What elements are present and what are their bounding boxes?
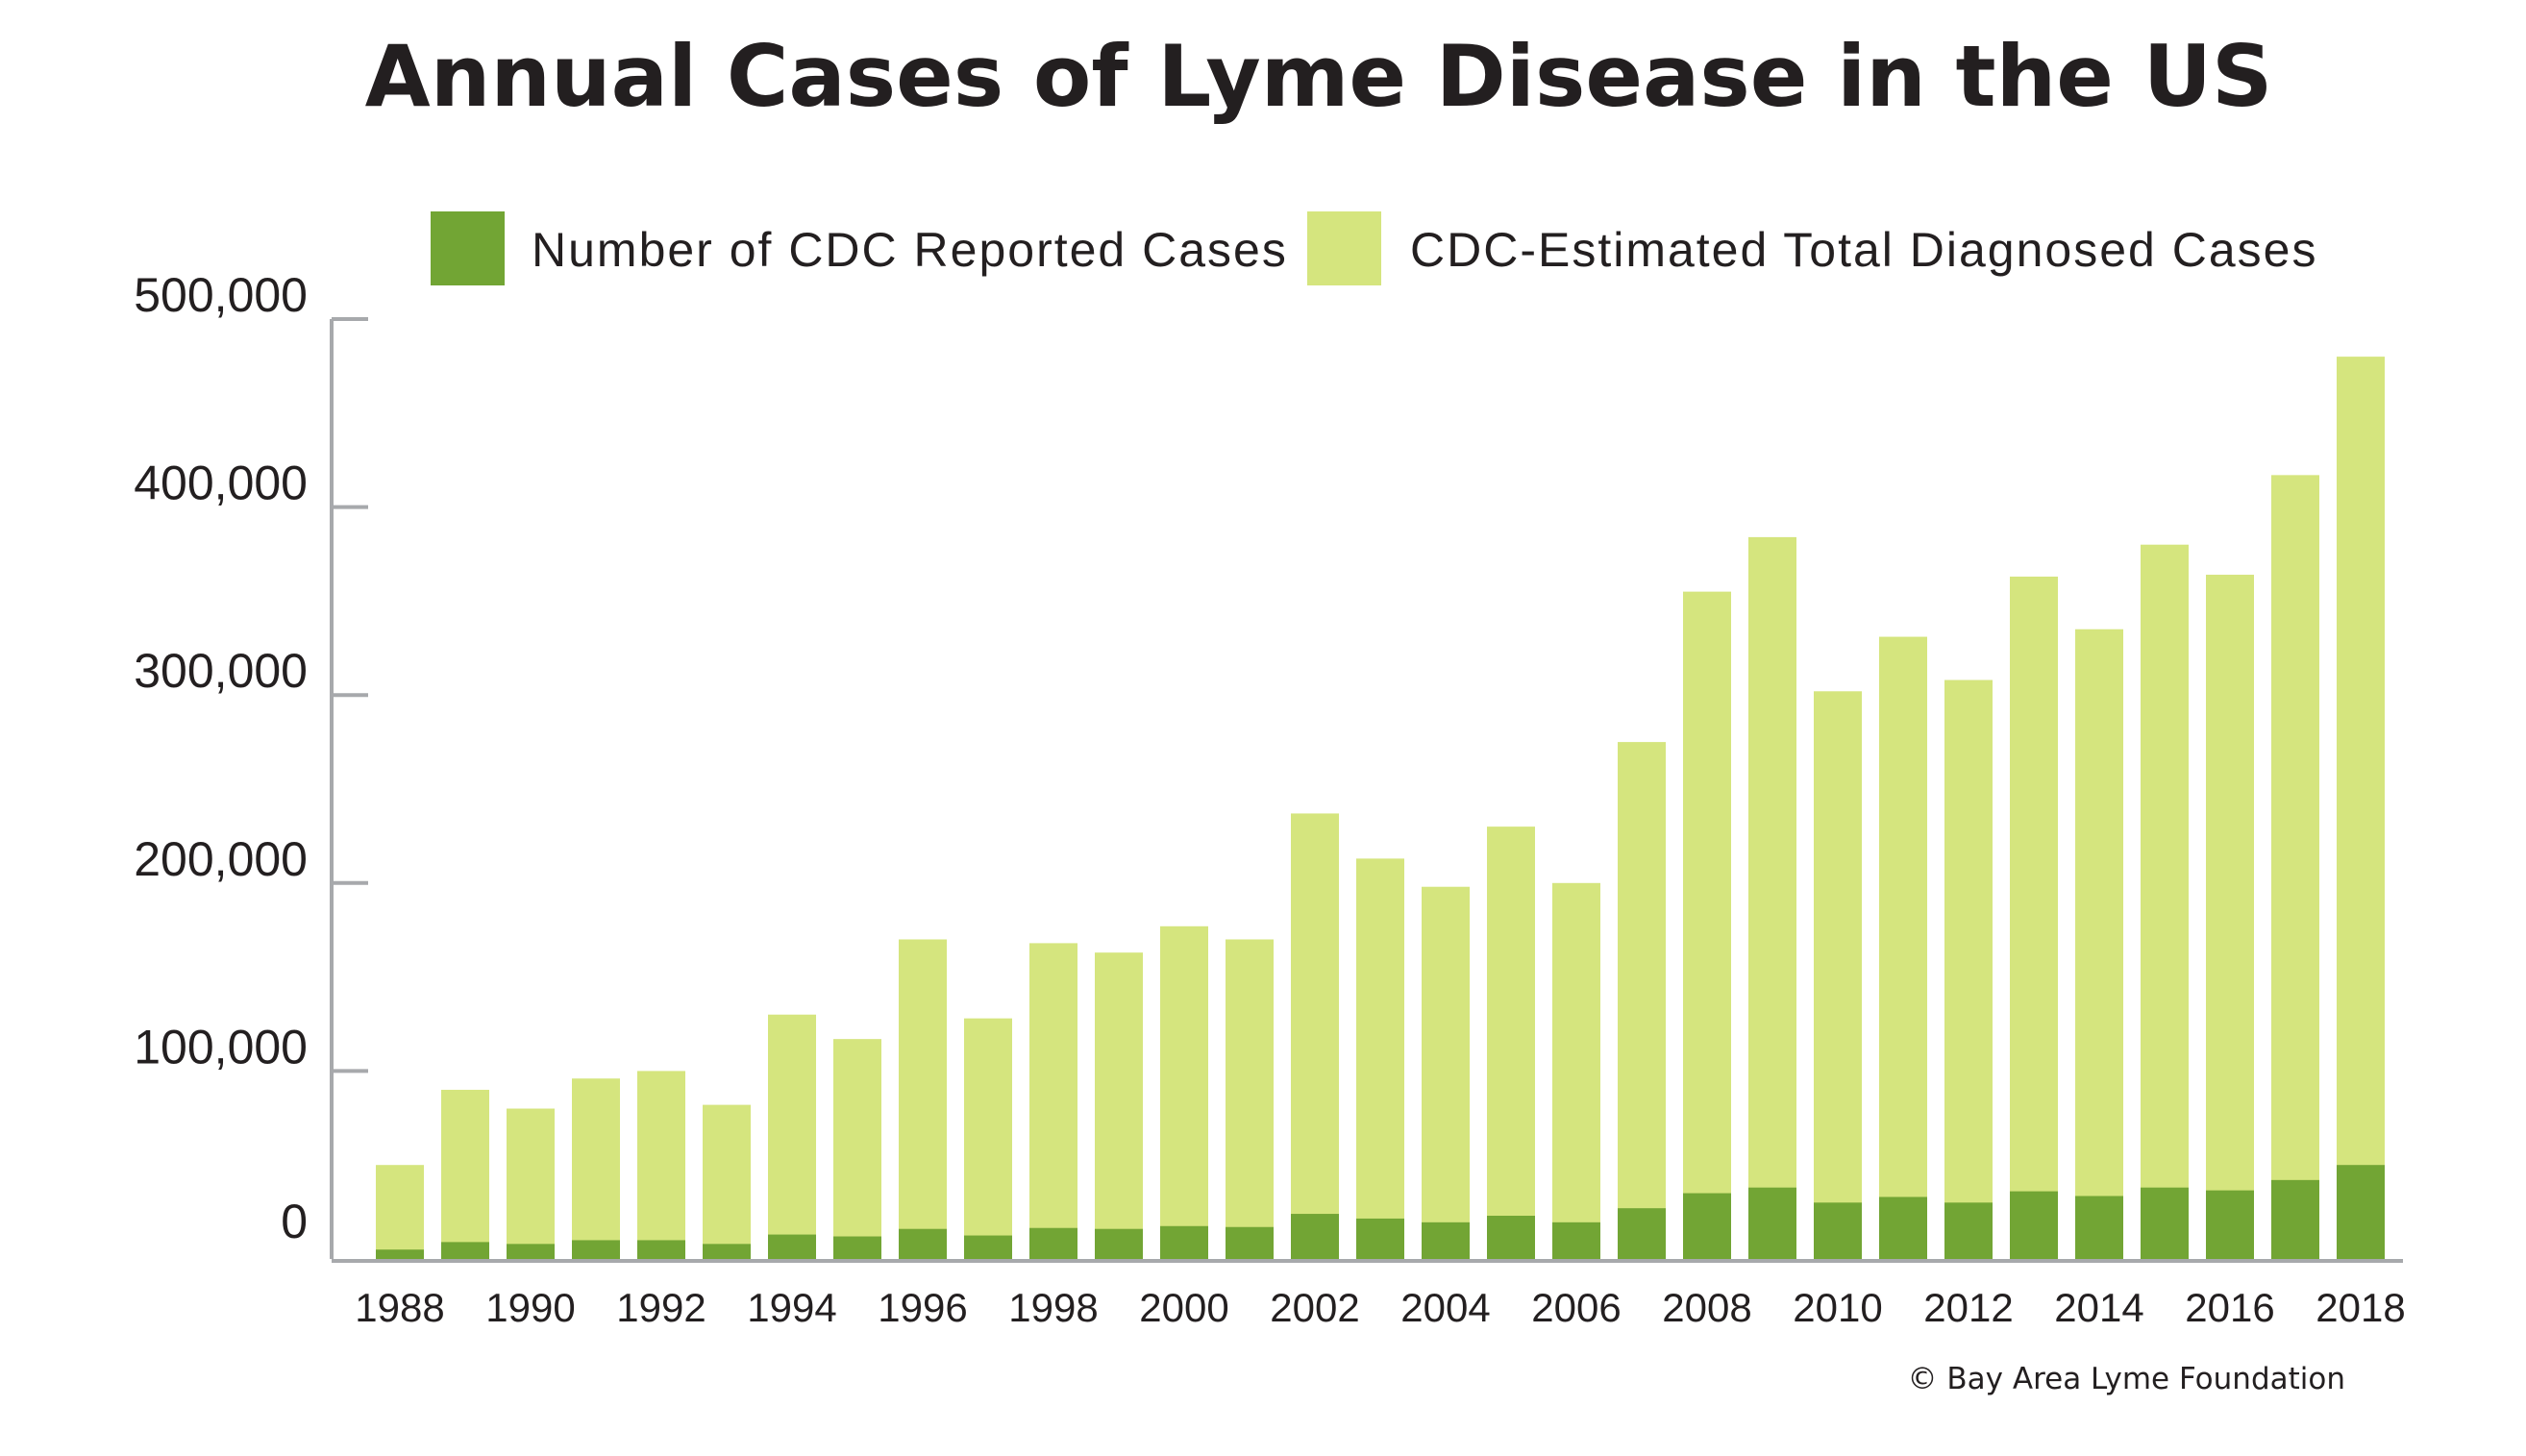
bar-reported-2006 <box>1552 1222 1600 1259</box>
bar-reported-2003 <box>1356 1218 1404 1259</box>
bar-estimated-1996 <box>899 939 947 1259</box>
y-tick-label: 0 <box>281 1195 308 1248</box>
x-tick-label: 2018 <box>2316 1285 2405 1330</box>
y-tick-label: 200,000 <box>134 832 308 886</box>
legend-swatch-reported <box>431 211 505 285</box>
bar-estimated-2013 <box>2010 576 2058 1259</box>
x-tick-label: 2006 <box>1531 1285 1621 1330</box>
bar-reported-2005 <box>1487 1216 1535 1259</box>
bar-reported-2015 <box>2141 1187 2189 1259</box>
x-tick-label: 1988 <box>355 1285 444 1330</box>
bar-estimated-2011 <box>1879 636 1927 1259</box>
bar-estimated-2005 <box>1487 827 1535 1259</box>
bar-reported-1988 <box>376 1249 424 1259</box>
x-tick-label: 2016 <box>2185 1285 2274 1330</box>
x-tick-label: 1994 <box>747 1285 836 1330</box>
bar-reported-2000 <box>1160 1225 1208 1259</box>
bar-estimated-2010 <box>1814 691 1862 1259</box>
bar-estimated-2001 <box>1226 939 1274 1259</box>
x-axis: 1988 1990 1992 1994 1996 1998 2000 2002 2004 2006… <box>332 1259 2406 1330</box>
bar-estimated-2016 <box>2206 575 2254 1259</box>
legend-swatch-estimated <box>1307 211 1381 285</box>
bar-estimated-1997 <box>964 1018 1012 1259</box>
bar-reported-1997 <box>964 1235 1012 1259</box>
bar-estimated-2017 <box>2271 475 2319 1259</box>
y-tick-label: 300,000 <box>134 644 308 698</box>
bar-reported-1993 <box>703 1244 751 1259</box>
bar-reported-2008 <box>1683 1193 1731 1259</box>
bars <box>376 357 2385 1259</box>
x-tick-label: 2012 <box>1923 1285 2013 1330</box>
bar-reported-2018 <box>2337 1165 2385 1259</box>
bar-estimated-1994 <box>768 1014 816 1259</box>
bar-estimated-1999 <box>1095 952 1143 1259</box>
bar-reported-2001 <box>1226 1226 1274 1259</box>
bar-reported-1990 <box>507 1244 555 1259</box>
x-tick-label: 2004 <box>1400 1285 1490 1330</box>
bar-estimated-2015 <box>2141 544 2189 1259</box>
x-tick-label: 1996 <box>878 1285 967 1330</box>
bar-estimated-1988 <box>376 1165 424 1259</box>
legend: Number of CDC Reported Cases CDC-Estimat… <box>431 211 2317 285</box>
bar-estimated-2000 <box>1160 925 1208 1259</box>
bar-reported-1996 <box>899 1228 947 1259</box>
bar-estimated-2008 <box>1683 591 1731 1259</box>
bar-estimated-1998 <box>1029 943 1077 1259</box>
bar-estimated-2003 <box>1356 858 1404 1259</box>
bar-reported-2007 <box>1618 1208 1666 1259</box>
x-tick-label: 2000 <box>1139 1285 1228 1330</box>
bar-estimated-1992 <box>637 1071 685 1259</box>
bar-reported-1989 <box>441 1242 489 1259</box>
x-tick-label: 1992 <box>616 1285 706 1330</box>
bar-reported-2013 <box>2010 1191 2058 1259</box>
bar-reported-2016 <box>2206 1190 2254 1259</box>
bar-reported-1992 <box>637 1240 685 1259</box>
bar-reported-1994 <box>768 1234 816 1259</box>
chart-title: Annual Cases of Lyme Disease in the US <box>365 27 2273 126</box>
bar-reported-2010 <box>1814 1202 1862 1259</box>
bar-reported-1998 <box>1029 1227 1077 1259</box>
bar-estimated-2006 <box>1552 882 1600 1259</box>
credit-text: © Bay Area Lyme Foundation <box>1908 1362 2345 1396</box>
y-axis: 0 100,000 200,000 300,000 400,000 500,000 <box>134 268 368 1259</box>
y-tick-label: 500,000 <box>134 268 308 322</box>
bar-estimated-2018 <box>2337 357 2385 1259</box>
y-tick-label: 100,000 <box>134 1020 308 1073</box>
bar-reported-1999 <box>1095 1228 1143 1259</box>
bar-reported-2009 <box>1748 1187 1796 1259</box>
x-tick-label: 1990 <box>485 1285 575 1330</box>
bar-reported-2012 <box>1944 1202 1993 1259</box>
x-tick-label: 2008 <box>1662 1285 1751 1330</box>
bar-estimated-2004 <box>1422 886 1470 1259</box>
bar-reported-2014 <box>2075 1196 2123 1259</box>
bar-reported-2004 <box>1422 1222 1470 1259</box>
bar-estimated-1990 <box>507 1108 555 1259</box>
bar-estimated-2009 <box>1748 536 1796 1259</box>
bar-reported-2011 <box>1879 1197 1927 1259</box>
bar-estimated-2007 <box>1618 742 1666 1259</box>
bar-estimated-1995 <box>833 1039 881 1259</box>
x-tick-label: 2010 <box>1793 1285 1882 1330</box>
legend-label-reported: Number of CDC Reported Cases <box>532 223 1288 277</box>
bar-estimated-2002 <box>1291 813 1339 1259</box>
x-tick-label: 2002 <box>1270 1285 1359 1330</box>
bar-estimated-1991 <box>572 1078 620 1259</box>
bar-estimated-2014 <box>2075 629 2123 1259</box>
bar-estimated-2012 <box>1944 679 1993 1259</box>
legend-label-estimated: CDC-Estimated Total Diagnosed Cases <box>1410 223 2317 277</box>
bar-reported-2017 <box>2271 1179 2319 1259</box>
x-tick-label: 1998 <box>1008 1285 1098 1330</box>
x-tick-label: 2014 <box>2054 1285 2143 1330</box>
bar-estimated-1993 <box>703 1104 751 1259</box>
y-tick-label: 400,000 <box>134 457 308 510</box>
bar-estimated-1989 <box>441 1089 489 1259</box>
bar-reported-1991 <box>572 1240 620 1259</box>
bar-reported-1995 <box>833 1236 881 1259</box>
bar-reported-2002 <box>1291 1214 1339 1259</box>
